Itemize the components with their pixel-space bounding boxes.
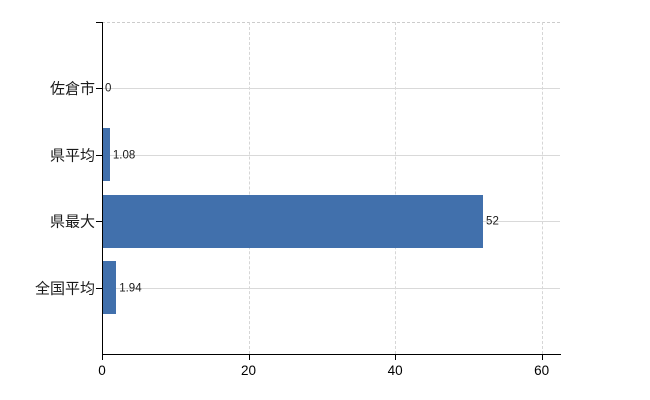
bar-value-label: 1.08 bbox=[112, 148, 136, 161]
x-axis-tick bbox=[395, 354, 397, 360]
category-label: 全国平均 bbox=[34, 280, 95, 297]
vertical-gridline bbox=[248, 22, 250, 354]
x-axis-tick-label: 40 bbox=[387, 363, 403, 378]
category-label: 県平均 bbox=[49, 147, 95, 164]
y-axis-line bbox=[102, 22, 103, 354]
bar bbox=[102, 194, 484, 248]
bar-value-label: 52 bbox=[486, 215, 499, 228]
x-axis-tick-label: 0 bbox=[98, 363, 106, 378]
x-axis-tick-label: 60 bbox=[534, 363, 550, 378]
horizontal-gridline bbox=[102, 287, 560, 289]
y-axis-tick bbox=[96, 154, 102, 156]
y-axis-tick bbox=[96, 22, 102, 23]
bar bbox=[102, 261, 117, 314]
category-label: 県最大 bbox=[49, 213, 95, 231]
x-axis-tick bbox=[541, 354, 543, 360]
horizontal-gridline bbox=[102, 154, 560, 156]
x-axis-tick bbox=[248, 354, 250, 360]
x-axis-tick bbox=[102, 354, 103, 360]
x-axis-line bbox=[102, 354, 561, 355]
plot-top-border bbox=[102, 22, 560, 23]
y-axis-tick bbox=[96, 287, 102, 289]
vertical-gridline bbox=[395, 22, 397, 354]
bar-value-label: 1.94 bbox=[119, 281, 142, 294]
bar-value-label: 0 bbox=[105, 82, 112, 95]
y-axis-tick bbox=[96, 221, 102, 222]
vertical-gridline bbox=[541, 22, 543, 354]
x-axis-tick-label: 20 bbox=[241, 363, 257, 378]
y-axis-tick bbox=[96, 88, 102, 89]
bar bbox=[102, 128, 110, 181]
category-label: 佐倉市 bbox=[49, 80, 95, 98]
horizontal-gridline bbox=[102, 88, 560, 89]
